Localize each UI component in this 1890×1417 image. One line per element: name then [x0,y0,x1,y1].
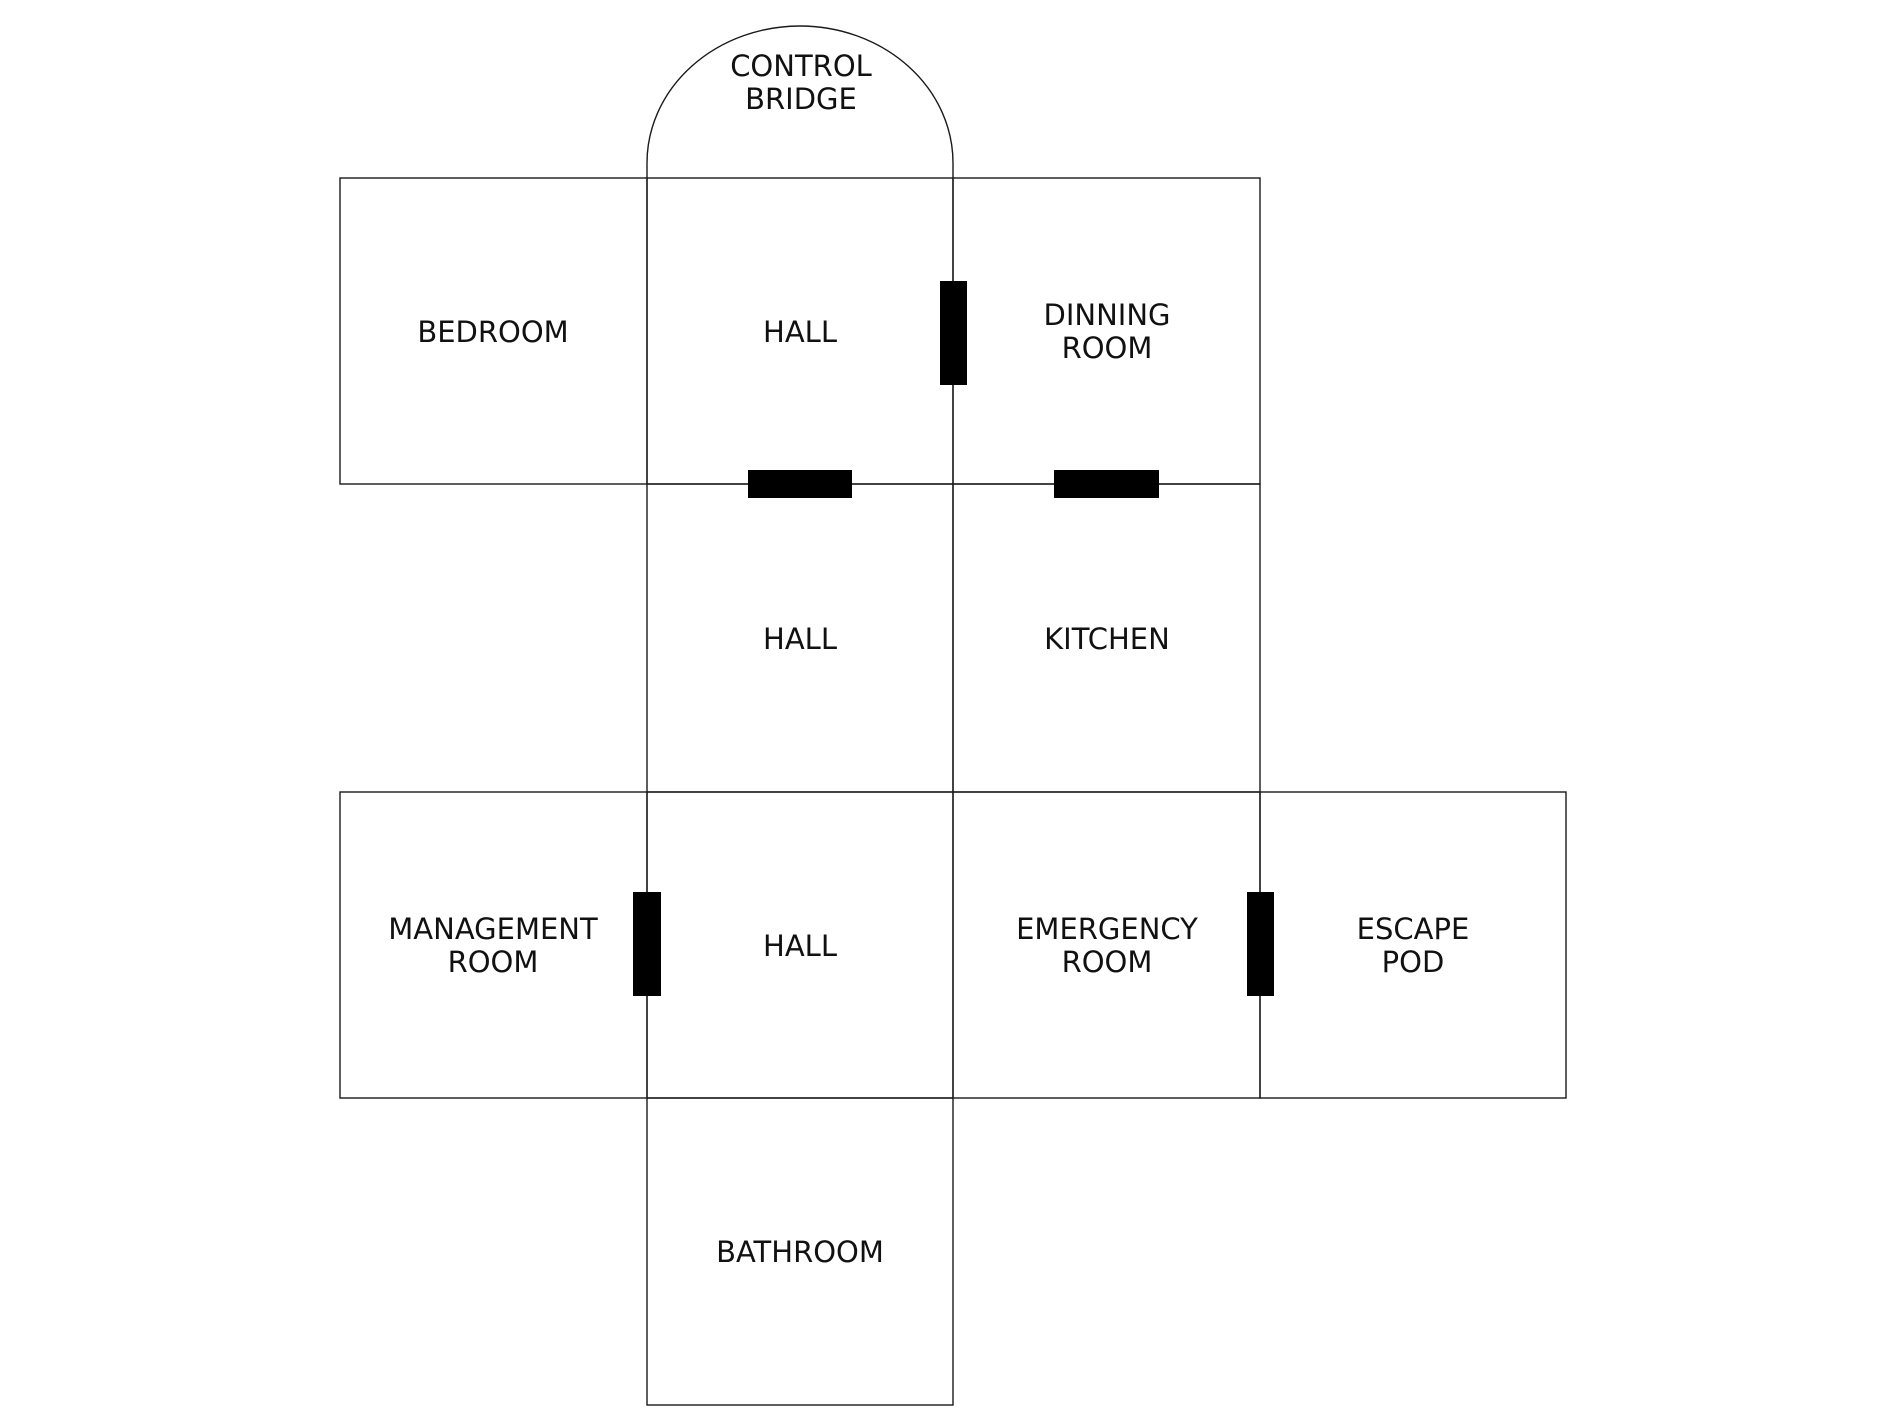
room-hall-top: HALL [646,177,954,485]
room-hall-bottom: HALL [646,791,954,1099]
room-emergency-room: EMERGENCY ROOM [952,791,1261,1099]
control-bridge-label: CONTROL [730,49,872,83]
dinning-room-label-line2: ROOM [1062,331,1153,365]
door-dinning-room-kitchen [1054,470,1159,498]
escape-pod-label: ESCAPE [1357,912,1470,946]
door-hall-top-dinning-room [940,281,967,385]
bathroom-label: BATHROOM [716,1235,884,1269]
emergency-room-label-line2: ROOM [1062,945,1153,979]
hall-bottom-label: HALL [763,929,837,963]
kitchen-label: KITCHEN [1044,622,1170,656]
door-hall-top-hall-middle [748,470,852,498]
room-dinning-room: DINNING ROOM [952,177,1261,485]
hall-middle-label: HALL [763,622,837,656]
emergency-room-label: EMERGENCY [1016,912,1198,946]
bathroom-wall [646,1097,954,1406]
room-escape-pod: ESCAPE POD [1259,791,1567,1099]
control-bridge-wall [646,25,954,178]
door-emergency-room-escape-pod [1247,892,1274,996]
control-bridge-label-line2: BRIDGE [745,82,857,116]
room-kitchen: KITCHEN [952,483,1261,793]
room-management-room: MANAGEMENT ROOM [339,791,648,1099]
room-bedroom: BEDROOM [339,177,648,485]
door-management-room-hall-bottom [633,892,661,996]
room-bathroom: BATHROOM [646,1097,954,1406]
dinning-room-label: DINNING [1044,298,1171,332]
room-control-bridge: CONTROL BRIDGE [646,25,954,178]
management-room-label: MANAGEMENT [388,912,598,946]
escape-pod-label-line2: POD [1382,945,1445,979]
bedroom-label: BEDROOM [417,315,568,349]
hall-top-label: HALL [763,315,837,349]
management-room-label-line2: ROOM [448,945,539,979]
room-hall-middle: HALL [646,483,954,793]
